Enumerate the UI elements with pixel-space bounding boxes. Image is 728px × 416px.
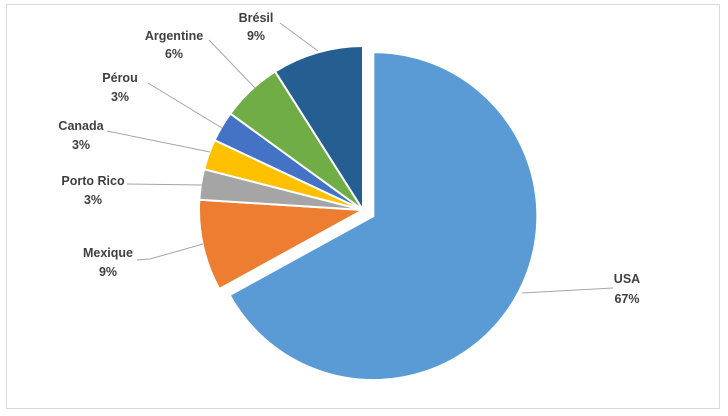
pie-slices: [198, 44, 539, 382]
slice-name-label-argentine: Argentine: [145, 29, 203, 43]
slice-name-label-perou: Pérou: [102, 71, 137, 85]
pie-slice-mexique: [198, 198, 367, 291]
leader-line-bresil: [279, 22, 319, 52]
pie-slice-bresil: [273, 44, 364, 214]
leader-line-perou: [147, 82, 223, 129]
data-labels: USA 67% Mexique 9% Porto Rico 3% Canada 3% Pérou…: [58, 11, 640, 306]
leader-line-canada: [106, 130, 211, 153]
leader-line-mexique: [136, 243, 204, 261]
slice-value-label-mexique: 9%: [99, 265, 117, 279]
slice-value-label-porto-rico: 3%: [84, 193, 102, 207]
leader-line-porto-rico: [126, 183, 206, 186]
leader-line-argentine: [208, 39, 256, 89]
slice-name-label-bresil: Brésil: [239, 11, 274, 25]
leader-line-usa: [521, 287, 614, 294]
leader-lines: [106, 22, 614, 294]
slice-name-label-mexique: Mexique: [83, 246, 133, 260]
slice-name-label-usa: USA: [614, 272, 640, 286]
slice-value-label-perou: 3%: [111, 90, 129, 104]
slice-value-label-argentine: 6%: [165, 47, 183, 61]
slice-name-label-canada: Canada: [58, 119, 104, 133]
pie-slice-usa: [228, 51, 539, 382]
slice-name-label-porto-rico: Porto Rico: [61, 174, 125, 188]
slice-value-label-bresil: 9%: [247, 29, 265, 43]
slice-value-label-canada: 3%: [72, 138, 90, 152]
slice-value-label-usa: 67%: [614, 292, 639, 306]
